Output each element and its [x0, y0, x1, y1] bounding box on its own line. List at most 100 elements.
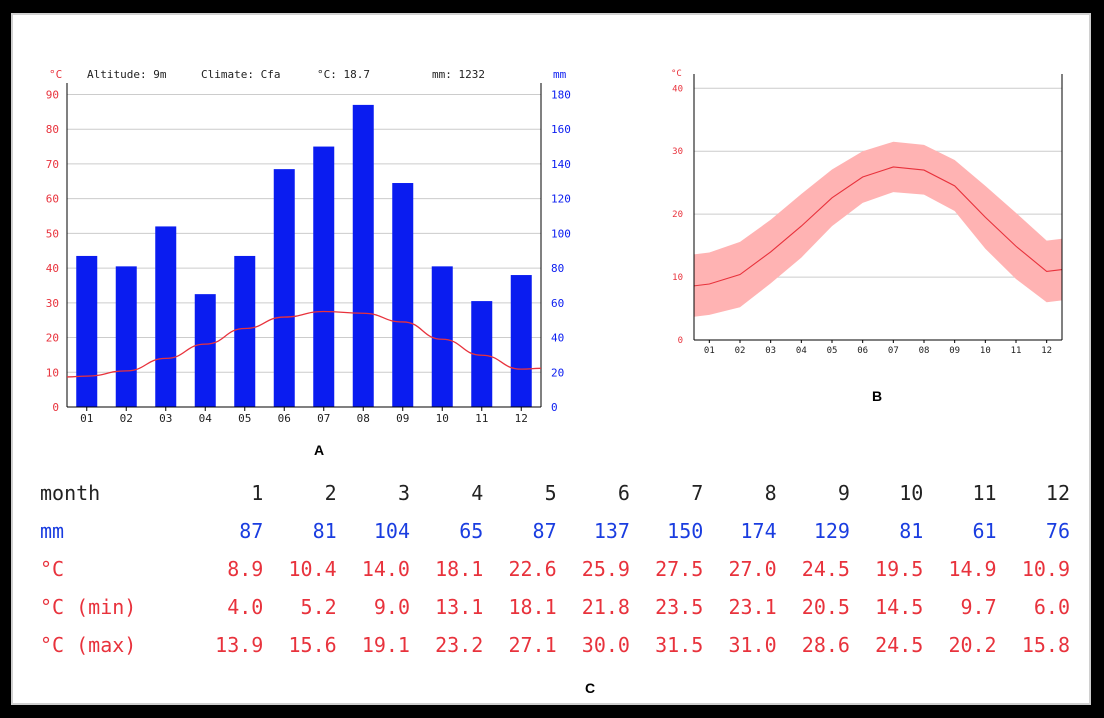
y-left-tick-label: 60: [46, 193, 59, 206]
x-tick-label: 06: [278, 412, 291, 425]
x-tick-label: 07: [888, 346, 899, 356]
table-cell: 27.1: [508, 633, 557, 657]
precip-bar: [313, 146, 335, 408]
table-cell: 4.0: [227, 595, 264, 619]
y-right-tick-label: 120: [551, 193, 571, 206]
table-cell: 14.5: [875, 595, 924, 619]
table-cell: 15.6: [288, 633, 337, 657]
y-right-tick-label: 80: [551, 262, 564, 275]
header-climate: Climate: Cfa: [201, 68, 280, 81]
y-left-tick-label: 10: [46, 366, 59, 379]
y-left-tick-label: 0: [52, 401, 59, 414]
table-cell: 14.0: [361, 557, 410, 581]
table-cell: 31.0: [728, 633, 777, 657]
table-cell: 18.1: [508, 595, 557, 619]
y-left-tick-label: 70: [46, 158, 59, 171]
precip-bar: [510, 275, 532, 407]
table-cell: 14.9: [948, 557, 997, 581]
precip-bar: [352, 104, 374, 407]
table-cell: 27.5: [655, 557, 704, 581]
table-cell: 31.5: [655, 633, 704, 657]
table-cell: 10.9: [1021, 557, 1070, 581]
table-cell: 3: [397, 481, 410, 505]
table-cell: 2: [324, 481, 337, 505]
table-row-max-temperature: °C (max) 13.9 15.6 19.1 23.2 27.1 30.0 31.5 31.0…: [40, 626, 1070, 664]
climate-table: month 1 2 3 4 5 6 7 8 9 10 11 12 mm 87 81 104 65 87 137 150…: [40, 474, 1070, 664]
panel-label-c: C: [585, 680, 596, 696]
table-cell: 23.2: [435, 633, 484, 657]
y-right-tick-label: 20: [551, 366, 564, 379]
table-cell: 1: [251, 481, 264, 505]
x-tick-label: 09: [949, 346, 960, 356]
x-tick-label: 08: [919, 346, 930, 356]
row-header: month: [40, 481, 101, 505]
x-tick-label: 05: [827, 346, 838, 356]
x-tick-label: 03: [159, 412, 172, 425]
table-cell: 25.9: [581, 557, 630, 581]
x-tick-label: 03: [765, 346, 776, 356]
y-left-tick-label: 80: [46, 123, 59, 136]
table-cell: 27.0: [728, 557, 777, 581]
x-tick-label: 04: [199, 412, 213, 425]
table-cell: 87: [532, 519, 557, 543]
precip-bar: [115, 266, 137, 407]
y-left-tick-label: 30: [46, 297, 59, 310]
precip-bar: [471, 301, 493, 407]
table-row-precipitation: mm 87 81 104 65 87 137 150 174 129 81 61 76: [40, 512, 1070, 550]
min-max-band: [694, 141, 1062, 317]
y-tick-label: 40: [672, 84, 683, 94]
table-cell: 19.1: [361, 633, 410, 657]
y-right-tick-label: 0: [551, 401, 558, 414]
table-row-month: month 1 2 3 4 5 6 7 8 9 10 11 12: [40, 474, 1070, 512]
y-left-tick-label: 90: [46, 88, 59, 101]
y-left-tick-label: 20: [46, 332, 59, 345]
table-cell: 20.2: [948, 633, 997, 657]
precip-bar: [431, 266, 453, 407]
table-cell: 174: [740, 519, 777, 543]
table-cell: 18.1: [435, 557, 484, 581]
table-cell: 8.9: [227, 557, 264, 581]
precip-bar: [392, 183, 414, 407]
y-right-tick-label: 140: [551, 158, 571, 171]
y-right-unit: mm: [553, 68, 567, 81]
precip-bar: [194, 294, 216, 407]
table-cell: 4: [471, 481, 484, 505]
table-cell: 21.8: [581, 595, 630, 619]
y-right-tick-label: 100: [551, 227, 571, 240]
figure-frame: [8, 10, 1094, 708]
mean-temperature-line: [693, 166, 1063, 287]
table-cell: 30.0: [581, 633, 630, 657]
row-header: °C (max): [40, 633, 137, 657]
y-right-tick-label: 180: [551, 88, 571, 101]
table-cell: 15.8: [1021, 633, 1070, 657]
table-cell: 13.1: [435, 595, 484, 619]
table-cell: 23.1: [728, 595, 777, 619]
y-right-tick-label: 60: [551, 297, 564, 310]
y-unit: °C: [671, 69, 682, 79]
x-tick-label: 07: [317, 412, 330, 425]
table-row-mean-temperature: °C 8.9 10.4 14.0 18.1 22.6 25.9 27.5 27.0 24.5 19.…: [40, 550, 1070, 588]
x-tick-label: 10: [980, 346, 991, 356]
table-cell: 5.2: [300, 595, 337, 619]
table-cell: 8: [764, 481, 777, 505]
table-cell: 129: [813, 519, 850, 543]
table-cell: 81: [312, 519, 337, 543]
table-row-min-temperature: °C (min) 4.0 5.2 9.0 13.1 18.1 21.8 23.5 23.1 20.…: [40, 588, 1070, 626]
x-tick-label: 11: [1011, 346, 1022, 356]
y-right-tick-label: 160: [551, 123, 571, 136]
x-tick-label: 09: [396, 412, 409, 425]
x-tick-label: 04: [796, 346, 807, 356]
table-cell: 20.5: [801, 595, 850, 619]
table-cell: 24.5: [875, 633, 924, 657]
precip-bar: [273, 169, 295, 407]
precip-bar: [76, 255, 98, 407]
table-cell: 12: [1045, 481, 1070, 505]
y-tick-label: 10: [672, 273, 683, 283]
x-tick-label: 12: [1041, 346, 1052, 356]
table-cell: 65: [459, 519, 484, 543]
table-cell: 9: [837, 481, 850, 505]
table-cell: 6: [617, 481, 630, 505]
x-tick-label: 05: [238, 412, 251, 425]
